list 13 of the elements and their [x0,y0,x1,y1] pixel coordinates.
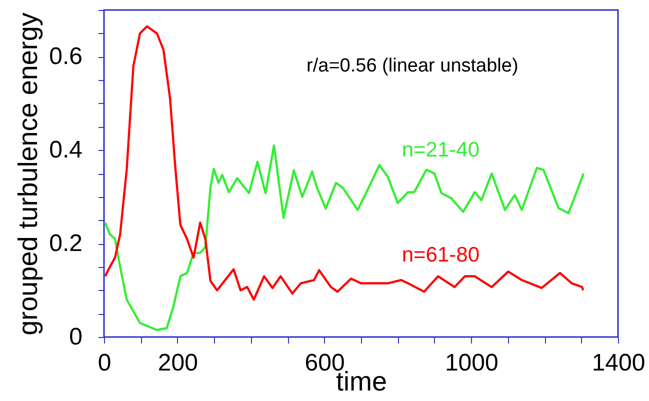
y-tick-label: 0.6 [49,43,82,70]
line-series [104,25,584,301]
series-label: n=61-80 [402,243,480,266]
x-tick-label: 1400 [592,350,646,376]
x-tick-label: 1000 [444,350,498,376]
x-tick-label: 0 [98,350,112,376]
y-tick-label: 0 [69,324,82,350]
y-axis-title: grouped turbulence energy [13,12,44,336]
y-tick-label: 0.2 [49,230,82,258]
series-label: n=21-40 [402,138,480,162]
x-tick-label: 200 [158,350,198,376]
annotation: r/a=0.56 (linear unstable) [306,56,518,77]
y-tick-label: 0.4 [49,136,82,164]
